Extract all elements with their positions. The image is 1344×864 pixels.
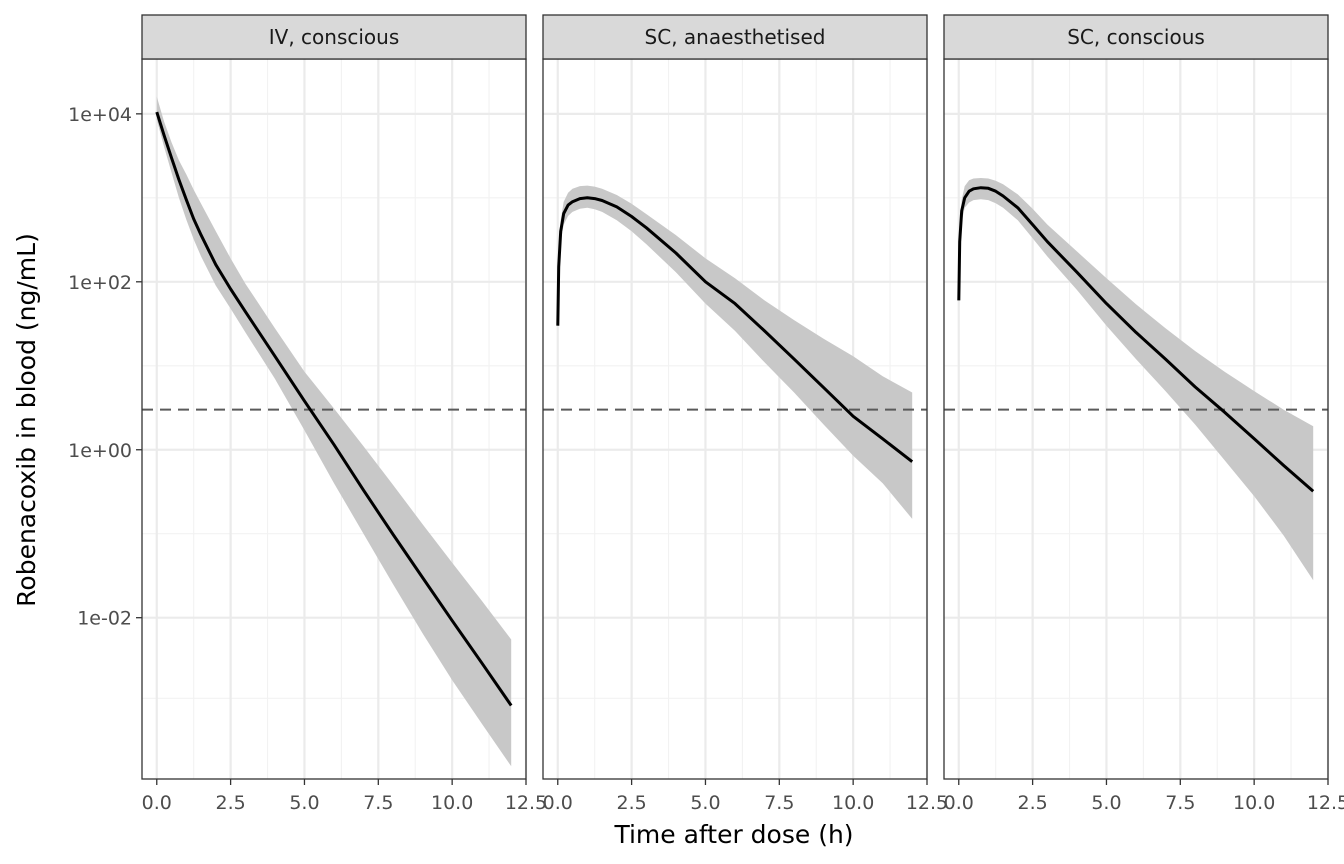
y-tick-label: 1e+04 [68, 104, 132, 126]
x-tick-label: 12.5 [505, 792, 547, 814]
y-tick-label: 1e+02 [68, 272, 132, 294]
x-tick-label: 10.0 [1233, 792, 1275, 814]
panel-1: SC, anaesthetised 0.0 2.5 5.0 7.5 10.0 12.5 [542, 14, 948, 814]
x-tick-label: 2.5 [617, 792, 647, 814]
y-axis-title: Robenacoxib in blood (ng/mL) [12, 233, 41, 607]
x-tick-label: 5.0 [690, 792, 720, 814]
panel-0: IV, conscious 0.0 2.5 5.0 7.5 10.0 12.5 1e-02 1e… [68, 14, 547, 814]
y-tick-label: 1e+00 [68, 440, 132, 462]
median-line [556, 196, 914, 463]
x-tick-label: 7.5 [764, 792, 794, 814]
facet-strip [141, 14, 527, 60]
x-tick-label: 12.5 [1307, 792, 1344, 814]
facet-strip [943, 14, 1329, 60]
x-tick-label: 10.0 [832, 792, 874, 814]
x-tick-label: 7.5 [363, 792, 393, 814]
x-tick-label: 0.0 [142, 792, 172, 814]
x-tick-label: 0.0 [543, 792, 573, 814]
confidence-ribbon [156, 96, 512, 767]
x-tick-label: 2.5 [1018, 792, 1048, 814]
confidence-ribbon [557, 185, 913, 519]
median-line [957, 186, 1315, 493]
median-line [155, 111, 513, 707]
x-tick-label: 0.0 [944, 792, 974, 814]
y-tick-label: 1e-02 [77, 608, 132, 630]
x-tick-label: 2.5 [216, 792, 246, 814]
facet-strip [542, 14, 928, 60]
x-tick-label: 7.5 [1165, 792, 1195, 814]
facet-strip-label: IV, conscious [269, 25, 400, 49]
x-tick-label: 5.0 [1091, 792, 1121, 814]
x-tick-label: 5.0 [289, 792, 319, 814]
x-axis-title: Time after dose (h) [613, 820, 853, 849]
x-tick-label: 10.0 [431, 792, 473, 814]
x-tick-label: 12.5 [906, 792, 948, 814]
facet-strip-label: SC, conscious [1067, 25, 1205, 49]
facet-strip-label: SC, anaesthetised [645, 25, 826, 49]
chart-panels: IV, conscious 0.0 2.5 5.0 7.5 10.0 12.5 1e-02 1e… [68, 14, 1344, 814]
panel-2: SC, conscious 0.0 2.5 5.0 7.5 10.0 12.5 [943, 14, 1344, 814]
